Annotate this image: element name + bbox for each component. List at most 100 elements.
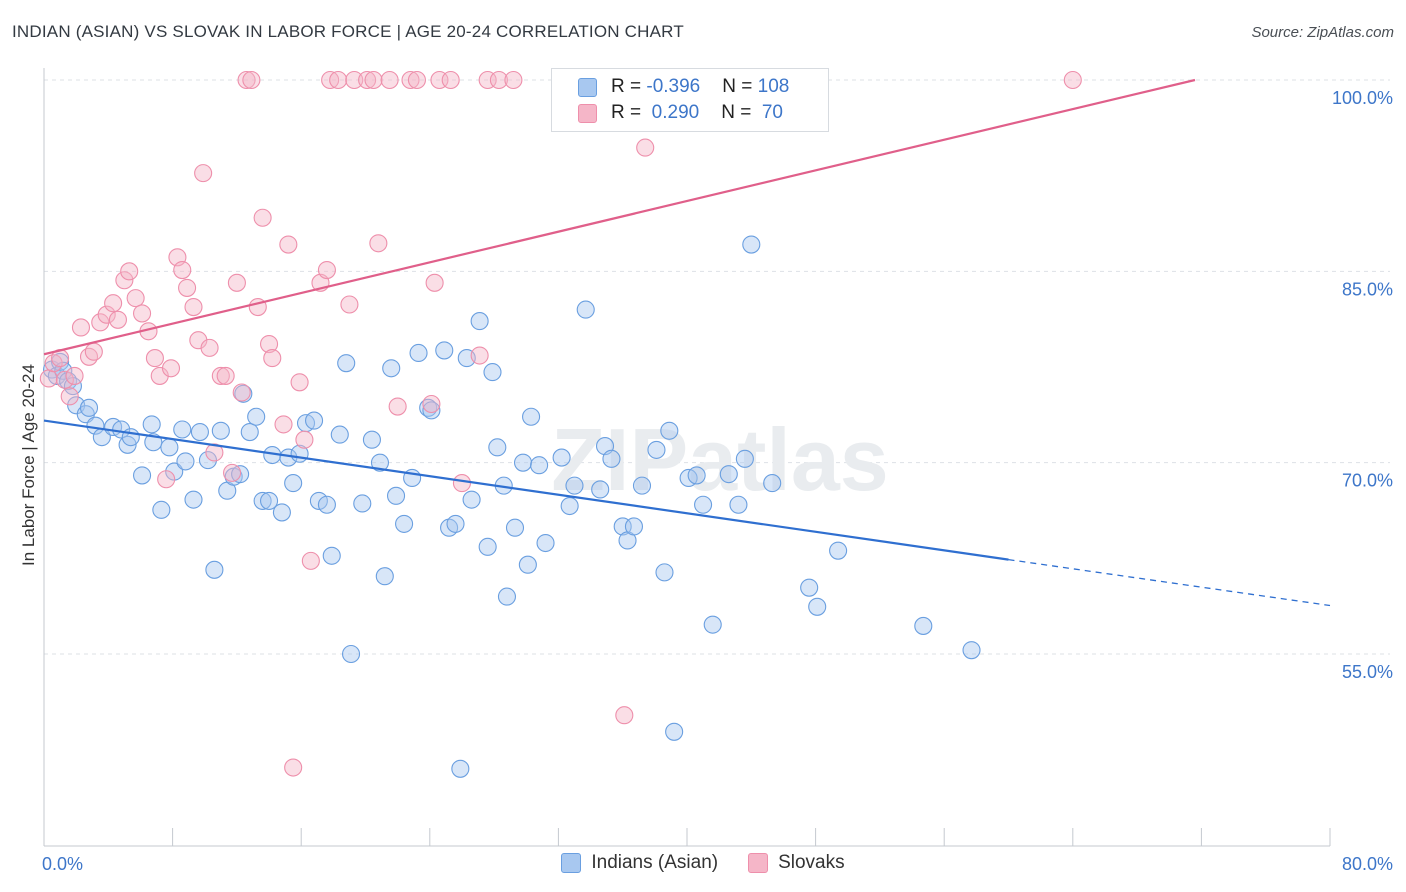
slovak-point [91, 313, 110, 332]
indian-point [687, 466, 706, 485]
slovak-point [263, 349, 282, 368]
slovak-point [55, 370, 74, 389]
indian-point [478, 537, 497, 556]
indian-point [341, 644, 361, 664]
slovak-point [317, 261, 336, 280]
watermark: ZIPatlas [551, 410, 888, 509]
indian-point [505, 518, 525, 537]
indian-point [742, 235, 761, 254]
indian-point [190, 423, 209, 442]
series-label-indians: Indians (Asian) [591, 852, 719, 873]
indian-point [591, 480, 610, 499]
slovak-point [340, 295, 359, 314]
indian-point [660, 421, 679, 440]
y-tick-label: 85.0% [1342, 279, 1393, 299]
legend-n-value: 108 [757, 76, 790, 97]
slovak-point [388, 397, 407, 416]
indian-point [317, 495, 336, 514]
slovak-point [71, 318, 91, 337]
indian-point [462, 490, 481, 509]
indian-point [386, 486, 406, 505]
slovak-point [401, 70, 420, 90]
indian-point [330, 425, 349, 444]
indian-point [322, 546, 341, 565]
indian-point [337, 354, 356, 373]
indian-point [142, 415, 161, 434]
indian-point [451, 759, 470, 778]
slovak-point [242, 70, 261, 90]
legend-r-value: 0.290 [646, 102, 700, 123]
indian-point [488, 438, 507, 457]
slovak-point [422, 394, 441, 414]
indian-point [719, 465, 738, 484]
indian-point [665, 722, 684, 741]
slovak-point [108, 310, 127, 329]
slovak-point [284, 758, 303, 777]
series-legend: Indians (Asian) Slovaks [0, 852, 1406, 874]
gridlines [44, 79, 1390, 655]
slovak-point [227, 273, 246, 292]
data-points [39, 70, 1082, 778]
series-label-slovaks: Slovaks [778, 852, 845, 873]
indian-point [184, 490, 203, 509]
indian-point [176, 452, 195, 471]
slovak-point [295, 430, 314, 449]
chart-title: INDIAN (ASIAN) VS SLOVAK IN LABOR FORCE … [12, 22, 684, 41]
indian-point [284, 474, 303, 493]
series-swatch-slovaks [748, 853, 769, 873]
slovak-point [211, 366, 230, 385]
x-tick-label: 0.0% [42, 854, 83, 874]
indian-point [522, 407, 541, 426]
slovak-point [407, 70, 426, 90]
legend-row-slovaks: R = 0.290 N = 70 [578, 101, 783, 125]
indian-point [560, 496, 579, 516]
indian-point [152, 500, 171, 519]
slovak-point [161, 359, 181, 378]
legend-swatch-slovaks [578, 103, 597, 123]
slovak-point [184, 297, 203, 317]
indian-point [375, 567, 394, 586]
axes [43, 68, 1331, 847]
indian-point [565, 476, 584, 495]
legend-n-label: N = [721, 102, 757, 123]
slovak-point [504, 70, 523, 90]
indian-point [483, 363, 502, 382]
indian-point [422, 401, 441, 420]
y-tick-label: 70.0% [1342, 471, 1393, 491]
slovak-point [253, 208, 272, 227]
indian-point [552, 448, 571, 467]
indian-point [395, 514, 414, 533]
slovak-point [120, 262, 139, 281]
indian-point [530, 456, 549, 475]
slovak-point [259, 334, 279, 354]
legend-row-indians: R = -0.396 N = 108 [578, 75, 789, 99]
indian-point [362, 430, 381, 449]
indian-point [305, 411, 324, 430]
indian-point [79, 398, 99, 417]
slovak-point [364, 70, 383, 90]
slovak-point [237, 70, 256, 90]
indian-point [240, 423, 259, 442]
indian-point [513, 453, 533, 472]
indian-point [632, 476, 652, 495]
slovak-point [84, 342, 103, 361]
indian-point [133, 466, 152, 485]
slovak-point [369, 234, 388, 253]
slovak-point [173, 261, 192, 280]
indian-point [253, 491, 272, 510]
slovak-point [489, 70, 508, 90]
legend-r-value: -0.396 [646, 76, 701, 97]
indian-point [518, 555, 537, 574]
indian-point [655, 563, 674, 582]
indian-point [446, 514, 465, 533]
slovak-point [470, 346, 489, 365]
slovak-point [65, 366, 84, 385]
indian-point [536, 533, 555, 553]
slovak-point [279, 235, 298, 254]
slovak-point [126, 289, 145, 308]
indian-point [800, 578, 819, 597]
indian-point [370, 453, 390, 472]
slovak-point [200, 338, 219, 357]
slovak-trend-line [43, 78, 1196, 356]
indian-point [647, 440, 666, 459]
